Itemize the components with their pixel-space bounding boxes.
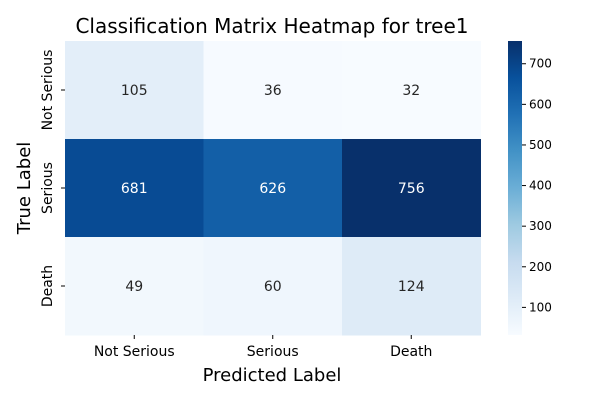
heatmap-cell xyxy=(342,41,481,140)
x-tick-label: Death xyxy=(390,344,432,360)
cell-value-label: 60 xyxy=(264,279,282,295)
cell-value-label: 626 xyxy=(259,181,286,197)
x-tick-label: Serious xyxy=(247,344,299,360)
colorbar-tick-label: 500 xyxy=(529,138,552,152)
y-tick-label: Death xyxy=(40,265,56,307)
cell-value-label: 124 xyxy=(398,279,425,295)
x-axis-label: Predicted Label xyxy=(203,365,342,386)
chart-title: Classification Matrix Heatmap for tree1 xyxy=(75,14,468,38)
colorbar-gradient xyxy=(508,41,522,335)
cell-value-label: 36 xyxy=(264,83,282,99)
y-axis-label: True Label xyxy=(14,142,35,236)
heatmap-cell xyxy=(342,237,481,336)
cell-value-label: 681 xyxy=(121,181,148,197)
colorbar-tick-label: 600 xyxy=(529,97,552,111)
cell-value-label: 32 xyxy=(402,83,420,99)
colorbar-tick-label: 200 xyxy=(529,260,552,274)
y-tick-label: Not Serious xyxy=(40,50,56,131)
heatmap-cell xyxy=(203,237,343,336)
colorbar-tick-label: 100 xyxy=(529,300,552,314)
y-tick-label: Serious xyxy=(40,162,56,214)
cell-value-label: 105 xyxy=(121,83,148,99)
colorbar-tick-label: 700 xyxy=(529,57,552,71)
x-tick-label: Not Serious xyxy=(94,344,175,360)
cell-value-label: 49 xyxy=(125,279,143,295)
colorbar-tick-label: 300 xyxy=(529,219,552,233)
x-axis: Not Serious Serious Death xyxy=(94,335,432,360)
heatmap-cells: 105 36 32 681 626 756 49 60 124 xyxy=(65,41,481,336)
heatmap-cell xyxy=(65,237,204,336)
y-axis: Not Serious Serious Death xyxy=(40,50,65,307)
heatmap-cell xyxy=(65,41,204,140)
colorbar-tick-label: 400 xyxy=(529,179,552,193)
heatmap-cell xyxy=(203,41,343,140)
cell-value-label: 756 xyxy=(398,181,425,197)
heatmap-cell xyxy=(342,139,481,238)
colorbar: 100 200 300 400 500 600 700 xyxy=(508,41,552,335)
heatmap-cell xyxy=(203,139,343,238)
heatmap-cell xyxy=(65,139,204,238)
